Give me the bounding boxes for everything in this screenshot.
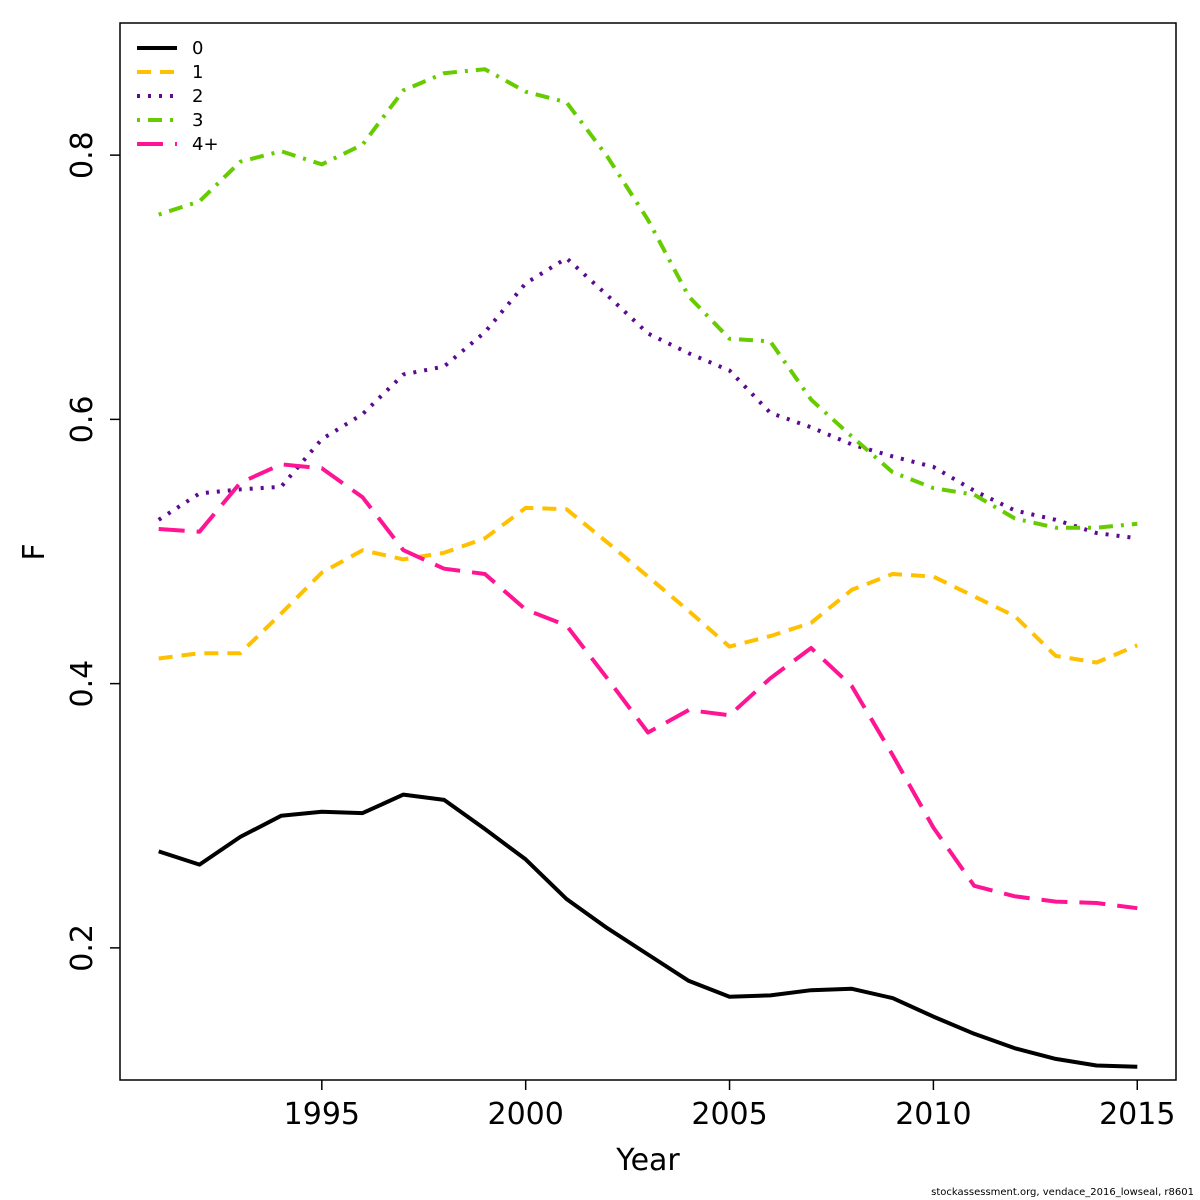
legend-label: 0 (192, 38, 203, 59)
legend: 0 1 2 3 4+ (137, 38, 219, 155)
series-layer (157, 67, 1139, 1069)
series-line-0 (158, 792, 1138, 1069)
y-axis: 0.2 0.4 0.6 0.8 (65, 131, 120, 972)
series-line-4plus (158, 462, 1138, 911)
series-line-2 (157, 256, 1138, 541)
y-tick-label: 0.6 (65, 396, 100, 444)
legend-label: 4+ (192, 134, 219, 155)
x-axis-title: Year (615, 1143, 680, 1178)
legend-label: 2 (192, 86, 203, 107)
x-tick-label: 2005 (691, 1097, 767, 1132)
y-tick-label: 0.8 (65, 131, 100, 179)
x-tick-label: 2000 (488, 1097, 564, 1132)
y-tick-label: 0.2 (65, 924, 100, 972)
footer-credit: stockassessment.org, vendace_2016_lowsea… (931, 1187, 1194, 1198)
x-tick-label: 1995 (284, 1097, 360, 1132)
x-axis: 1995 2000 2005 2010 2015 (284, 1080, 1175, 1132)
x-tick-label: 2010 (895, 1097, 971, 1132)
x-tick-label: 2015 (1099, 1097, 1175, 1132)
series-line-1 (158, 505, 1139, 665)
y-tick-label: 0.4 (65, 660, 100, 708)
y-axis-title: F (17, 543, 52, 560)
series-line-3 (158, 67, 1138, 530)
legend-label: 1 (192, 62, 203, 83)
plot-frame (119, 22, 1177, 1081)
legend-label: 3 (192, 110, 203, 131)
